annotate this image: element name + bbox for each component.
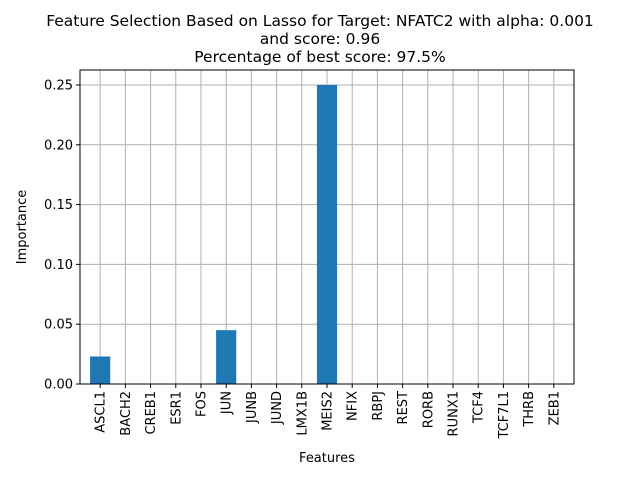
x-tick-label: LMX1B	[295, 391, 310, 436]
y-tick-label: 0.05	[44, 318, 73, 333]
x-tick-label: NFIX	[346, 391, 361, 421]
x-tick-label: ESR1	[169, 391, 184, 425]
y-tick-label: 0.25	[44, 78, 73, 93]
y-axis-label: Importance	[15, 190, 30, 265]
x-tick-label: MEIS2	[321, 391, 336, 431]
x-tick-label: BACH2	[119, 391, 134, 436]
x-tick-label: ZEB1	[547, 391, 562, 425]
chart-title-line-1: Feature Selection Based on Lasso for Tar…	[46, 12, 594, 30]
ticks: 0.00 0.05 0.10 0.15 0.20 0.25 ASCL1 BACH2 CREB1 E…	[44, 78, 562, 439]
x-tick-label: JUNB	[245, 391, 260, 424]
x-tick-label: REST	[396, 391, 411, 424]
chart-title-line-2: and score: 0.96	[259, 30, 381, 48]
bar-meis2	[316, 84, 338, 384]
x-tick-label: JUND	[270, 391, 285, 425]
x-tick-label: RUNX1	[447, 391, 462, 436]
y-tick-label: 0.20	[44, 138, 73, 153]
y-tick-label: 0.10	[44, 258, 73, 273]
x-tick-label: THRB	[522, 391, 537, 428]
x-tick-label: CREB1	[144, 391, 159, 435]
bar-ascl1	[90, 356, 111, 384]
x-tick-label: TCF7L1	[497, 391, 512, 440]
bar-jun	[216, 330, 237, 384]
y-tick-label: 0.00	[44, 378, 73, 393]
x-axis-label: Features	[299, 451, 355, 466]
x-tick-label: ASCL1	[94, 391, 109, 433]
x-tick-label: JUN	[220, 391, 235, 415]
x-tick-label: RBPJ	[371, 391, 386, 421]
x-tick-label: RORB	[421, 391, 436, 428]
x-tick-label: FOS	[194, 391, 209, 417]
y-tick-label: 0.15	[44, 198, 73, 213]
bars	[90, 84, 338, 384]
chart-title-line-3: Percentage of best score: 97.5%	[194, 48, 446, 66]
x-tick-label: TCF4	[472, 391, 487, 424]
